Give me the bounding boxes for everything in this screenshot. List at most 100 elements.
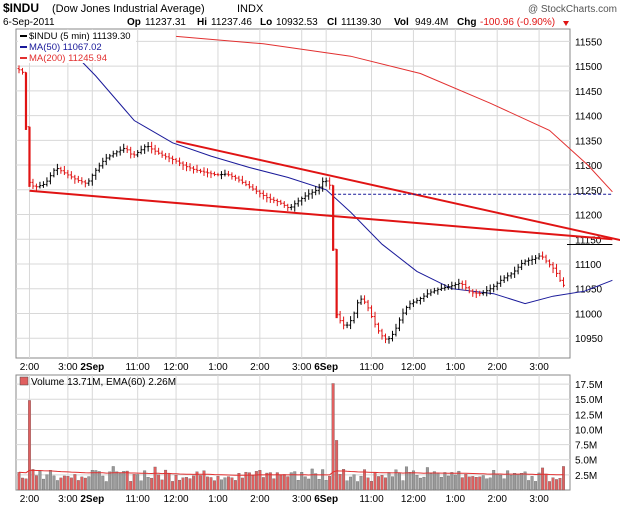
price-bar — [377, 322, 381, 334]
price-bar — [478, 290, 482, 297]
volume-bar — [516, 474, 520, 491]
volume-bar — [282, 474, 286, 491]
price-bar — [537, 253, 541, 260]
price-bar — [349, 316, 353, 330]
volume-bar — [363, 469, 367, 491]
volume-bar — [226, 476, 230, 491]
price-bar — [111, 150, 115, 158]
date-tick-label: 2:00 — [250, 362, 270, 373]
volume-bar — [118, 472, 122, 491]
price-bar — [321, 177, 325, 192]
price-bar — [261, 190, 265, 200]
price-bar — [415, 297, 419, 304]
price-bar — [432, 287, 436, 294]
price-bar — [34, 183, 38, 191]
price-bar — [247, 181, 251, 189]
price-bar — [520, 259, 524, 271]
price-bar — [17, 65, 21, 74]
price-x-axis: 2:00 3:00 2Sep 11:00 12:00 1:00 2:00 3:00 6Sep 11… — [20, 362, 550, 373]
price-bar — [303, 192, 307, 202]
volume-bar — [384, 477, 387, 491]
price-bar — [481, 290, 485, 296]
price-bar — [383, 333, 387, 344]
price-bar — [534, 255, 538, 264]
price-bar — [279, 199, 283, 205]
volume-bar — [254, 471, 258, 491]
volume-bar — [310, 468, 314, 491]
price-bar — [342, 316, 346, 330]
volume-bar — [492, 470, 496, 491]
price-bar — [488, 284, 492, 295]
date-tick-label: 1:00 — [446, 362, 466, 373]
volume-bar — [303, 476, 307, 491]
volume-bar — [146, 477, 150, 491]
price-bar — [314, 186, 318, 196]
volume-bar — [73, 474, 77, 491]
price-bar — [411, 299, 415, 307]
volume-bar — [404, 466, 408, 491]
price-bar — [59, 166, 63, 174]
price-bar — [548, 259, 552, 268]
volume-bar — [48, 470, 52, 491]
volume-tick-label: 2.5M — [575, 471, 597, 482]
price-bar — [160, 150, 164, 158]
lo-value: 10932.53 — [276, 17, 318, 28]
price-tick-label: 11150 — [575, 235, 602, 246]
price-bar — [150, 141, 154, 154]
volume-bar — [548, 481, 551, 491]
price-bar — [108, 153, 112, 161]
price-bar — [55, 163, 59, 176]
trendline — [175, 140, 620, 242]
vol-value: 949.4M — [415, 17, 448, 28]
date-tick-label: 12:00 — [401, 362, 426, 373]
volume-bar — [488, 477, 492, 491]
chg-label: Chg — [457, 17, 476, 28]
date-tick-label: 11:00 — [359, 362, 384, 373]
volume-bar — [408, 472, 412, 491]
volume-bar — [331, 383, 335, 491]
price-bar — [356, 299, 360, 319]
ma200-line — [176, 35, 613, 193]
volume-bar — [499, 474, 503, 491]
volume-bar — [464, 474, 468, 491]
volume-bar — [80, 476, 84, 491]
date-tick-label: 3:00 — [292, 362, 312, 373]
volume-bar — [541, 467, 545, 491]
volume-bar — [356, 481, 360, 491]
volume-bar — [450, 472, 454, 491]
volume-bar — [171, 481, 175, 491]
volume-bar — [167, 473, 171, 491]
volume-bar — [314, 473, 318, 491]
price-bar — [492, 283, 496, 293]
volume-bar — [52, 475, 56, 491]
date-tick-label: 1:00 — [208, 362, 228, 373]
price-bar — [136, 150, 140, 158]
volume-bar — [481, 475, 485, 491]
volume-bar — [115, 471, 119, 491]
volume-bar — [157, 474, 161, 491]
price-bar — [359, 295, 363, 305]
price-bar — [551, 262, 555, 274]
volume-legend: Volume 13.71M, EMA(60) 2.26M — [31, 377, 176, 388]
price-bar — [125, 145, 129, 154]
price-bar — [265, 192, 269, 203]
price-bar — [209, 170, 213, 179]
legend-backdrop — [18, 30, 136, 41]
price-bar — [240, 175, 244, 185]
price-bar — [446, 283, 450, 290]
price-bar — [20, 67, 24, 75]
volume-bar — [38, 471, 42, 491]
volume-bar — [59, 477, 63, 491]
volume-bar — [24, 478, 28, 491]
price-bar — [516, 263, 520, 275]
volume-bar — [108, 471, 112, 491]
price-bar — [251, 184, 255, 191]
price-bar — [195, 164, 199, 173]
price-bar — [331, 184, 335, 251]
cl-label: Cl — [327, 17, 337, 28]
volume-bar — [185, 477, 188, 491]
legend-backdrop — [18, 52, 136, 63]
price-bar — [485, 286, 489, 297]
price-tick-label: 10950 — [575, 334, 603, 345]
